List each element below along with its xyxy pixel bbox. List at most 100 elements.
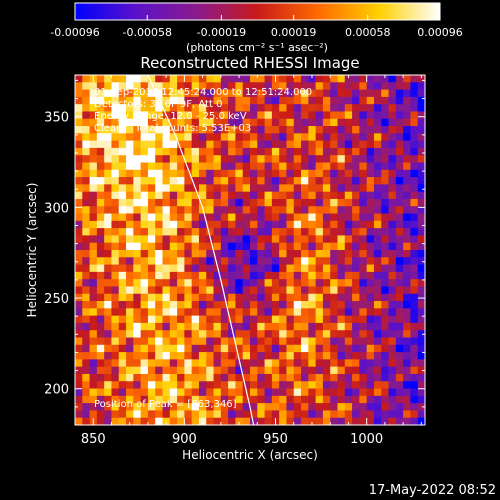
heatmap-cell — [169, 352, 178, 360]
heatmap-cell — [293, 89, 302, 98]
heatmap-cell — [162, 250, 171, 258]
heatmap-cell — [330, 279, 339, 288]
heatmap-cell — [89, 293, 98, 302]
heatmap-cell — [235, 177, 244, 185]
heatmap-cell — [395, 395, 404, 404]
heatmap-cell — [373, 308, 382, 317]
heatmap-cell — [410, 293, 419, 302]
heatmap-cell — [410, 330, 419, 339]
heatmap-cell — [381, 359, 390, 368]
heatmap-cell — [235, 126, 244, 134]
heatmap-cell — [118, 126, 127, 134]
heatmap-cell — [381, 118, 390, 127]
heatmap-cell — [417, 242, 425, 251]
heatmap-cell — [155, 279, 164, 288]
heatmap-cell — [162, 89, 171, 98]
heatmap-cell — [140, 257, 149, 266]
heatmap-cell — [206, 417, 215, 425]
heatmap-cell — [147, 330, 156, 339]
heatmap-cell — [118, 330, 127, 339]
heatmap-cell — [322, 140, 331, 149]
heatmap-cell — [213, 228, 222, 237]
heatmap-cell — [82, 293, 91, 302]
heatmap-cell — [82, 301, 91, 309]
heatmap-cell — [301, 104, 309, 113]
heatmap-cell — [220, 184, 229, 193]
heatmap-cell — [388, 126, 397, 134]
heatmap-cell — [315, 403, 324, 412]
heatmap-cell — [337, 395, 346, 404]
heatmap-cell — [322, 147, 331, 156]
heatmap-cell — [162, 264, 171, 273]
heatmap-cell — [89, 373, 98, 382]
heatmap-cell — [213, 271, 222, 280]
heatmap-cell — [271, 169, 280, 178]
heatmap-cell — [169, 373, 178, 382]
heatmap-cell — [301, 147, 309, 156]
heatmap-cell — [322, 308, 331, 317]
heatmap-cell — [257, 235, 266, 244]
heatmap-cell — [337, 126, 346, 134]
heatmap-cell — [293, 395, 302, 404]
heatmap-cell — [301, 330, 309, 339]
heatmap-cell — [403, 177, 412, 185]
heatmap-cell — [184, 82, 193, 91]
x-tick-label: 900 — [172, 432, 197, 447]
heatmap-cell — [301, 395, 309, 404]
heatmap-cell — [352, 198, 360, 207]
heatmap-cell — [286, 140, 295, 149]
heatmap-cell — [213, 206, 222, 215]
heatmap-cell — [184, 388, 193, 397]
heatmap-cell — [111, 410, 120, 419]
heatmap-cell — [271, 111, 280, 120]
heatmap-cell — [220, 344, 229, 353]
heatmap-cell — [147, 352, 156, 360]
heatmap-cell — [118, 257, 127, 266]
heatmap-cell — [96, 162, 105, 171]
heatmap-cell — [184, 213, 193, 222]
heatmap-cell — [315, 315, 324, 324]
heatmap-cell — [301, 352, 309, 360]
heatmap-cell — [104, 301, 113, 309]
heatmap-cell — [322, 126, 331, 134]
heatmap-cell — [191, 352, 200, 360]
heatmap-cell — [206, 75, 215, 83]
heatmap-cell — [198, 104, 207, 113]
heatmap-cell — [359, 155, 368, 164]
heatmap-cell — [279, 155, 288, 164]
heatmap-cell — [220, 330, 229, 339]
heatmap-cell — [242, 395, 251, 404]
heatmap-cell — [366, 104, 375, 113]
heatmap-cell — [82, 126, 91, 134]
heatmap-cell — [184, 366, 193, 375]
heatmap-cell — [352, 366, 360, 375]
heatmap-cell — [206, 82, 215, 91]
heatmap-cell — [286, 417, 295, 425]
heatmap-cell — [279, 417, 288, 425]
heatmap-cell — [322, 82, 331, 91]
heatmap-cell — [191, 96, 200, 105]
heatmap-cell — [301, 206, 309, 215]
heatmap-cell — [162, 191, 171, 200]
heatmap-cell — [381, 381, 390, 390]
heatmap-cell — [250, 308, 258, 317]
heatmap-cell — [315, 417, 324, 425]
heatmap-cell — [155, 82, 164, 91]
heatmap-cell — [198, 96, 207, 105]
heatmap-cell — [198, 118, 207, 127]
heatmap-cell — [82, 104, 91, 113]
heatmap-cell — [366, 315, 375, 324]
heatmap-cell — [410, 147, 419, 156]
heatmap-cell — [155, 250, 164, 258]
heatmap-cell — [330, 140, 339, 149]
heatmap-cell — [118, 279, 127, 288]
heatmap-cell — [147, 388, 156, 397]
heatmap-cell — [373, 220, 382, 229]
colorbar-ticks: -0.00096 -0.00058 -0.00019 0.00019 0.00058 0.… — [50, 15, 463, 39]
heatmap-cell — [352, 177, 360, 185]
heatmap-cell — [403, 352, 412, 360]
y-axis-label: Heliocentric Y (arcsec) — [25, 183, 39, 318]
heatmap-cell — [206, 140, 215, 149]
heatmap-cell — [206, 388, 215, 397]
heatmap-cell — [344, 417, 353, 425]
